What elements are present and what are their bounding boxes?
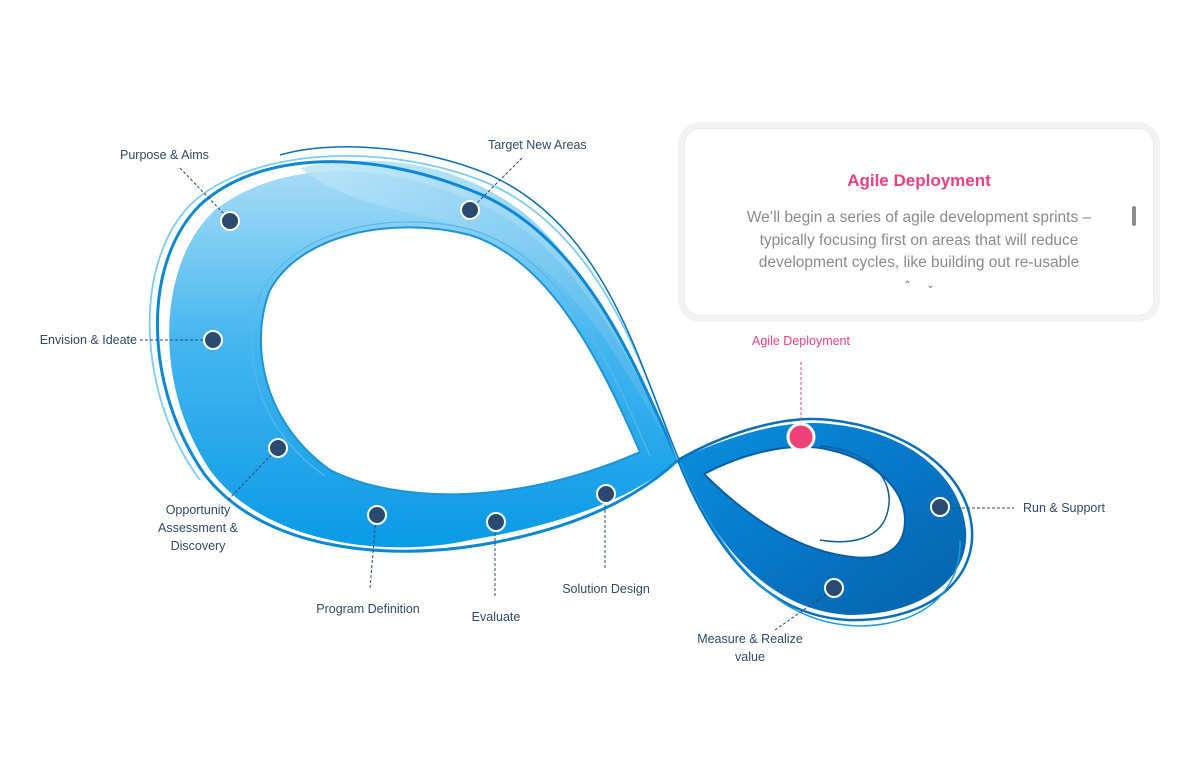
label-evaluate[interactable]: Evaluate bbox=[471, 610, 521, 624]
node-run[interactable] bbox=[930, 497, 950, 517]
loop-outlines bbox=[148, 146, 974, 627]
card-body: We’ll begin a series of agile developmen… bbox=[746, 209, 1092, 271]
label-program[interactable]: Program Definition bbox=[316, 602, 420, 616]
scroll-down-icon[interactable]: ⌄ bbox=[926, 280, 935, 291]
label-target[interactable]: Target New Areas bbox=[488, 138, 587, 152]
node-envision[interactable] bbox=[203, 330, 223, 350]
label-purpose[interactable]: Purpose & Aims bbox=[120, 148, 209, 162]
node-agile-active[interactable] bbox=[786, 422, 816, 452]
node-program[interactable] bbox=[367, 505, 387, 525]
card-nav: ⌃ ⌄ bbox=[685, 280, 1153, 291]
label-envision[interactable]: Envision & Ideate bbox=[39, 333, 137, 347]
stage-nodes bbox=[203, 200, 950, 598]
node-evaluate[interactable] bbox=[486, 512, 506, 532]
card-scrollbar[interactable] bbox=[1132, 206, 1136, 226]
label-opportunity[interactable]: Opportunity Assessment & Discovery bbox=[158, 503, 238, 553]
leader-lines bbox=[140, 157, 1014, 631]
node-purpose[interactable] bbox=[220, 211, 240, 231]
label-agile-active[interactable]: Agile Deployment bbox=[752, 334, 850, 348]
card-title: Agile Deployment bbox=[847, 171, 991, 190]
stage-detail-card: Agile Deployment We’ll begin a series of… bbox=[684, 128, 1154, 316]
right-loop-band bbox=[678, 422, 967, 615]
label-run[interactable]: Run & Support bbox=[1023, 501, 1105, 515]
node-target[interactable] bbox=[460, 200, 480, 220]
node-measure[interactable] bbox=[824, 578, 844, 598]
label-solution[interactable]: Solution Design bbox=[562, 582, 650, 596]
node-solution[interactable] bbox=[596, 484, 616, 504]
top-band bbox=[300, 160, 678, 458]
label-measure[interactable]: Measure & Realize value bbox=[697, 632, 803, 664]
node-opportunity[interactable] bbox=[268, 438, 288, 458]
scroll-up-icon[interactable]: ⌃ bbox=[903, 280, 912, 291]
